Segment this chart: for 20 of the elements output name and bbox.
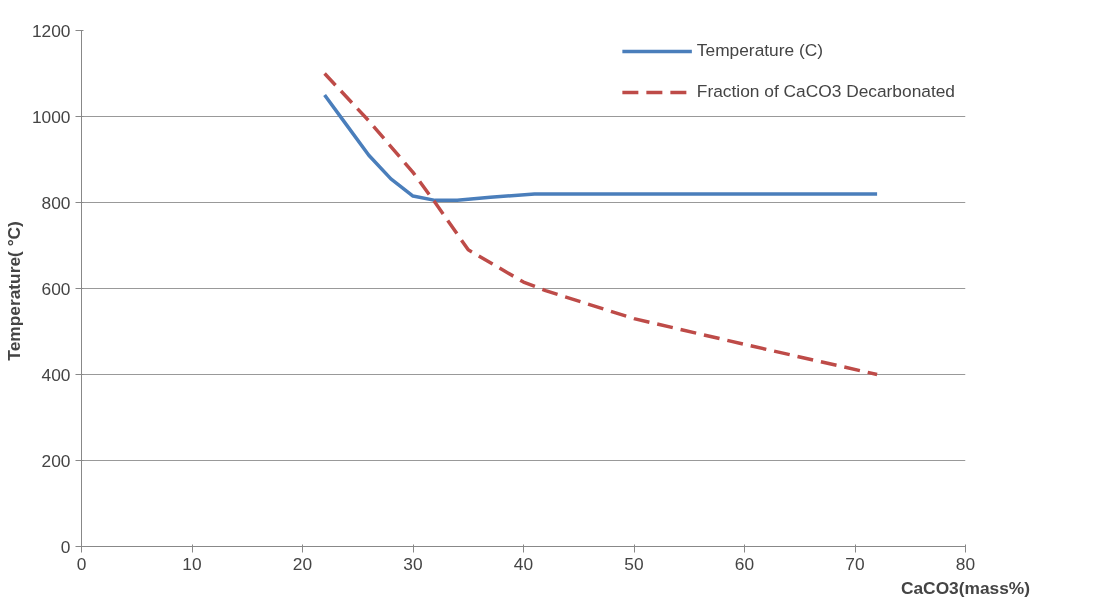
x-tick-label: 0 [76,553,87,574]
x-tick-label: 60 [734,553,755,574]
x-tick-label: 70 [845,553,865,574]
x-tick-label: 40 [513,553,534,574]
x-tick-label: 80 [955,553,976,574]
y-tick-label: 600 [41,278,71,299]
y-tick-label: 1200 [31,20,71,41]
x-tick-label: 50 [624,553,644,574]
x-tick-label: 10 [182,553,202,574]
y-axis-title: Temperature( °C) [3,221,24,361]
y-tick-label: 200 [41,450,71,471]
x-tick-label: 30 [403,553,423,574]
y-tick-label: 0 [60,536,71,557]
y-tick-label: 1000 [31,106,71,127]
y-tick-label: 800 [41,192,71,213]
y-tick-label: 400 [41,364,71,385]
x-axis-title: CaCO3(mass%) [900,577,1031,598]
legend-label: Temperature (C) [696,40,824,61]
legend-label: Fraction of CaCO3 Decarbonated [696,81,955,102]
x-tick-label: 20 [292,553,313,574]
